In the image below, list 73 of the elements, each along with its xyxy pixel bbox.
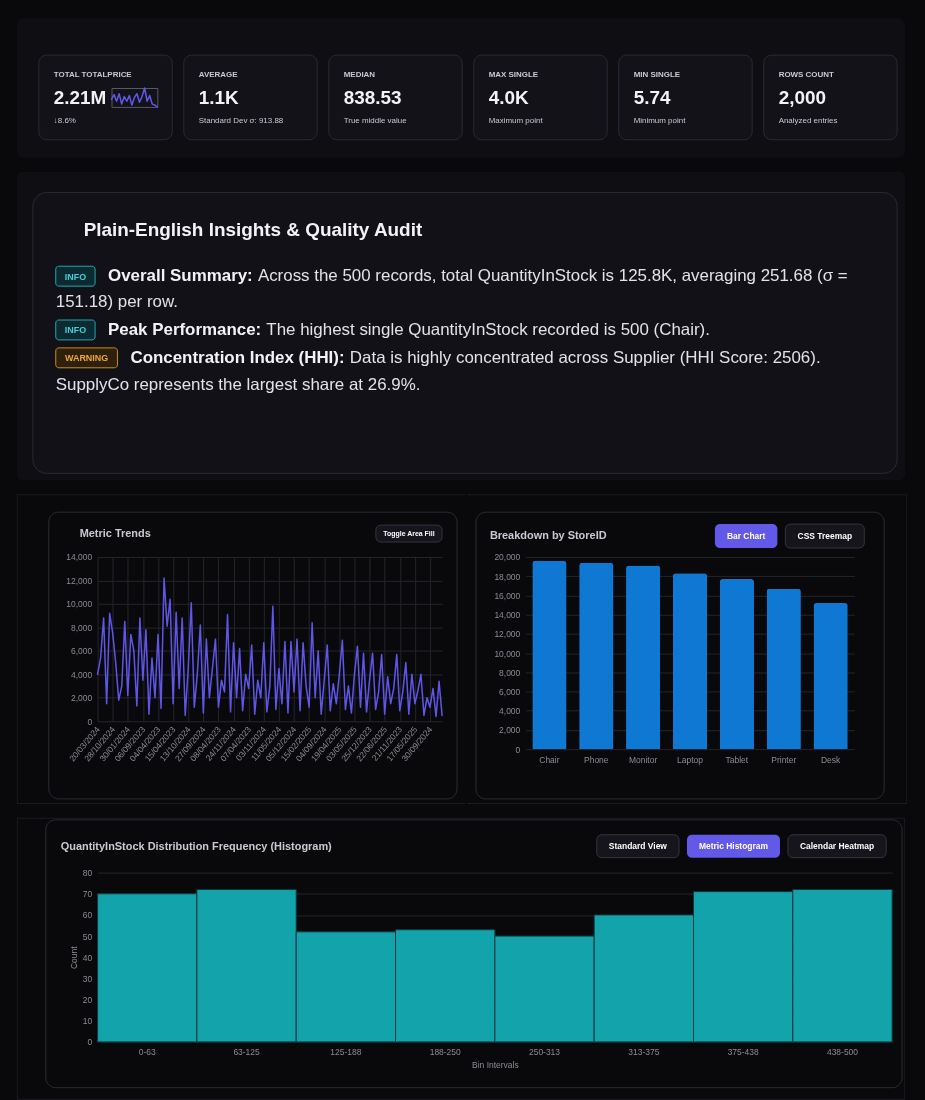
y-tick-label: 14,000 xyxy=(66,552,93,563)
x-tick-label: Monitor xyxy=(629,754,658,765)
y-tick-label: 60 xyxy=(82,910,93,921)
x-tick-label: Chair xyxy=(539,754,560,765)
bar xyxy=(626,565,661,750)
y-tick-label: 12,000 xyxy=(494,629,521,640)
x-tick-label: 188-250 xyxy=(429,1047,462,1058)
x-tick-label: 313-375 xyxy=(628,1047,660,1058)
text: Overall Summary: xyxy=(108,266,253,286)
bar xyxy=(813,603,848,750)
text: Concentration Index (HHI): xyxy=(130,347,345,367)
text: WARNING xyxy=(64,353,109,364)
y-tick-label: 80 xyxy=(82,868,93,879)
bar xyxy=(719,579,754,750)
line-series xyxy=(96,577,443,718)
y-tick-label: 50 xyxy=(82,931,93,942)
text: Bar Chart xyxy=(726,531,766,542)
y-tick-label: 70 xyxy=(82,889,93,900)
y-tick-label: 0 xyxy=(87,1037,93,1048)
x-tick-label: 250-313 xyxy=(529,1047,561,1058)
y-tick-label: 14,000 xyxy=(494,610,521,621)
text: 151.18) per row. xyxy=(55,292,178,312)
bar xyxy=(532,560,567,750)
y-tick-label: 40 xyxy=(82,952,93,963)
y-tick-label: 10,000 xyxy=(494,648,521,659)
text: SupplyCo represents the largest share at 26.9%. xyxy=(55,374,421,394)
x-tick-label: 0-63 xyxy=(138,1047,156,1058)
text: Across the 500 records, total QuantityInStock is 125.8K, averaging 251.68 (σ = xyxy=(257,266,848,286)
y-tick-label: 0 xyxy=(87,716,93,727)
y-tick-label: 8,000 xyxy=(70,622,93,633)
text: Standard View xyxy=(608,841,668,852)
text: Data is highly concentrated across Supplier (HHI Score: 2506). xyxy=(349,347,821,367)
bar xyxy=(579,562,614,750)
y-tick-label: 20 xyxy=(82,995,93,1006)
chart-title: Metric Trends xyxy=(79,527,151,540)
y-tick-label: 16,000 xyxy=(494,590,521,601)
text: CSS Treemap xyxy=(797,531,853,542)
text: Calendar Heatmap xyxy=(799,841,875,852)
x-tick-label: 125-188 xyxy=(330,1047,362,1058)
x-tick-label: 375-438 xyxy=(727,1047,759,1058)
text: The highest single QuantityInStock recorded is 500 (Chair). xyxy=(266,319,710,339)
y-tick-label: 10,000 xyxy=(66,599,93,610)
y-tick-label: 4,000 xyxy=(499,706,521,717)
chart-title: Breakdown by StoreID xyxy=(489,529,607,542)
y-tick-label: 0 xyxy=(515,744,521,755)
y-tick-label: 2,000 xyxy=(499,725,521,736)
bar xyxy=(766,588,801,750)
bar xyxy=(672,573,708,750)
x-axis-title: Bin Intervals xyxy=(472,1059,519,1070)
y-axis-title: Count xyxy=(68,945,79,970)
y-tick-label: 12,000 xyxy=(66,575,93,586)
text: INFO xyxy=(64,325,87,336)
x-tick-label: Printer xyxy=(771,754,797,765)
x-tick-label: 438-500 xyxy=(826,1047,859,1058)
x-tick-label: 63-125 xyxy=(233,1047,261,1058)
y-tick-label: 30 xyxy=(82,973,93,984)
x-tick-label: Phone xyxy=(584,754,609,765)
chart-title: QuantityInStock Distribution Frequency (Histogram) xyxy=(60,839,333,852)
y-tick-label: 20,000 xyxy=(494,552,521,563)
y-tick-label: 6,000 xyxy=(70,646,93,657)
text: Peak Performance: xyxy=(108,319,262,339)
y-tick-label: 2,000 xyxy=(70,693,93,704)
x-tick-label: Desk xyxy=(821,754,842,765)
text: Metric Histogram xyxy=(698,841,769,852)
text: INFO xyxy=(64,271,87,282)
x-tick-label: Tablet xyxy=(725,754,749,765)
x-tick-label: Laptop xyxy=(677,754,704,765)
text: Plain-English Insights & Quality Audit xyxy=(83,219,423,241)
y-tick-label: 18,000 xyxy=(494,571,521,582)
y-tick-label: 8,000 xyxy=(499,667,521,678)
y-tick-label: 6,000 xyxy=(499,686,521,697)
y-tick-label: 10 xyxy=(82,1016,93,1027)
y-tick-label: 4,000 xyxy=(70,669,93,680)
